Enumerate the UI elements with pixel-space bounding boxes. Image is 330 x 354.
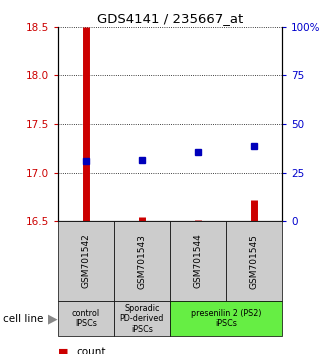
Text: ▶: ▶ — [48, 312, 57, 325]
Title: GDS4141 / 235667_at: GDS4141 / 235667_at — [97, 12, 243, 25]
Text: GSM701542: GSM701542 — [81, 234, 90, 289]
Text: presenilin 2 (PS2)
iPSCs: presenilin 2 (PS2) iPSCs — [191, 309, 261, 328]
Text: Sporadic
PD-derived
iPSCs: Sporadic PD-derived iPSCs — [120, 304, 164, 333]
Text: cell line: cell line — [3, 314, 44, 324]
Text: control
IPSCs: control IPSCs — [72, 309, 100, 328]
Text: GSM701543: GSM701543 — [137, 234, 147, 289]
Text: GSM701545: GSM701545 — [249, 234, 259, 289]
Text: count: count — [76, 347, 105, 354]
Text: GSM701544: GSM701544 — [193, 234, 203, 289]
Text: ■: ■ — [58, 347, 68, 354]
